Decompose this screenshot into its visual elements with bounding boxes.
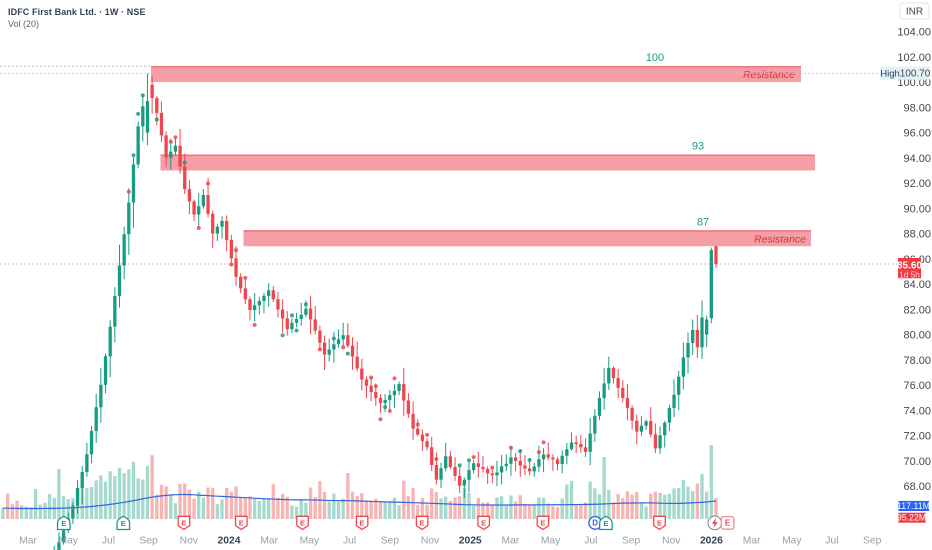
svg-text:74.00: 74.00	[903, 405, 931, 417]
svg-text:Nov: Nov	[662, 536, 681, 547]
svg-text:Mar: Mar	[502, 536, 520, 547]
svg-text:May: May	[782, 536, 802, 547]
svg-text:Jul: Jul	[102, 536, 115, 547]
svg-text:D: D	[592, 519, 598, 528]
svg-text:E: E	[121, 519, 126, 528]
svg-text:93: 93	[692, 141, 704, 153]
svg-text:76.00: 76.00	[903, 380, 931, 392]
svg-text:88.00: 88.00	[903, 229, 931, 241]
svg-text:100.70: 100.70	[900, 69, 931, 80]
svg-text:98.00: 98.00	[903, 102, 931, 114]
svg-text:E: E	[420, 518, 425, 527]
svg-text:INR: INR	[906, 7, 923, 18]
svg-text:2024: 2024	[218, 536, 241, 547]
svg-text:E: E	[603, 519, 608, 528]
svg-text:E: E	[481, 518, 486, 527]
svg-text:Sep: Sep	[381, 536, 400, 547]
svg-text:Sep: Sep	[139, 536, 158, 547]
svg-text:100: 100	[646, 52, 664, 64]
svg-text:102.00: 102.00	[897, 52, 931, 64]
svg-text:72.00: 72.00	[903, 431, 931, 443]
svg-text:Mar: Mar	[743, 536, 761, 547]
svg-text:E: E	[360, 518, 365, 527]
svg-text:E: E	[300, 518, 305, 527]
svg-text:82.00: 82.00	[903, 304, 931, 316]
svg-text:Jul: Jul	[343, 536, 356, 547]
svg-text:Sep: Sep	[622, 536, 641, 547]
svg-text:Mar: Mar	[260, 536, 278, 547]
svg-text:Jul: Jul	[584, 536, 597, 547]
svg-text:1d 5h: 1d 5h	[899, 270, 920, 280]
svg-text:84.00: 84.00	[903, 279, 931, 291]
svg-text:Resistance: Resistance	[754, 233, 806, 245]
svg-text:2026: 2026	[700, 536, 723, 547]
svg-text:87: 87	[697, 216, 709, 228]
svg-text:Mar: Mar	[19, 536, 37, 547]
svg-text:2025: 2025	[459, 536, 482, 547]
svg-text:70.00: 70.00	[903, 456, 931, 468]
svg-text:E: E	[61, 519, 66, 528]
svg-text:Sep: Sep	[863, 536, 882, 547]
svg-text:E: E	[181, 518, 186, 527]
svg-text:E: E	[239, 518, 244, 527]
svg-text:78.00: 78.00	[903, 355, 931, 367]
svg-text:96.00: 96.00	[903, 128, 931, 140]
svg-text:E: E	[540, 518, 545, 527]
svg-text:Nov: Nov	[421, 536, 440, 547]
svg-text:94.00: 94.00	[903, 153, 931, 165]
svg-text:104.00: 104.00	[897, 27, 931, 39]
svg-text:117.11M: 117.11M	[897, 501, 930, 511]
svg-text:92.00: 92.00	[903, 178, 931, 190]
svg-text:95.22M: 95.22M	[897, 512, 926, 522]
svg-text:May: May	[300, 536, 320, 547]
svg-text:68.00: 68.00	[903, 481, 931, 493]
svg-text:90.00: 90.00	[903, 203, 931, 215]
svg-text:Nov: Nov	[180, 536, 199, 547]
svg-text:Jul: Jul	[825, 536, 838, 547]
svg-text:E: E	[657, 518, 662, 527]
svg-text:May: May	[58, 536, 78, 547]
svg-text:E: E	[725, 519, 731, 528]
svg-text:High: High	[880, 69, 900, 80]
svg-text:80.00: 80.00	[903, 330, 931, 342]
svg-text:Resistance: Resistance	[743, 69, 795, 81]
svg-text:May: May	[541, 536, 561, 547]
